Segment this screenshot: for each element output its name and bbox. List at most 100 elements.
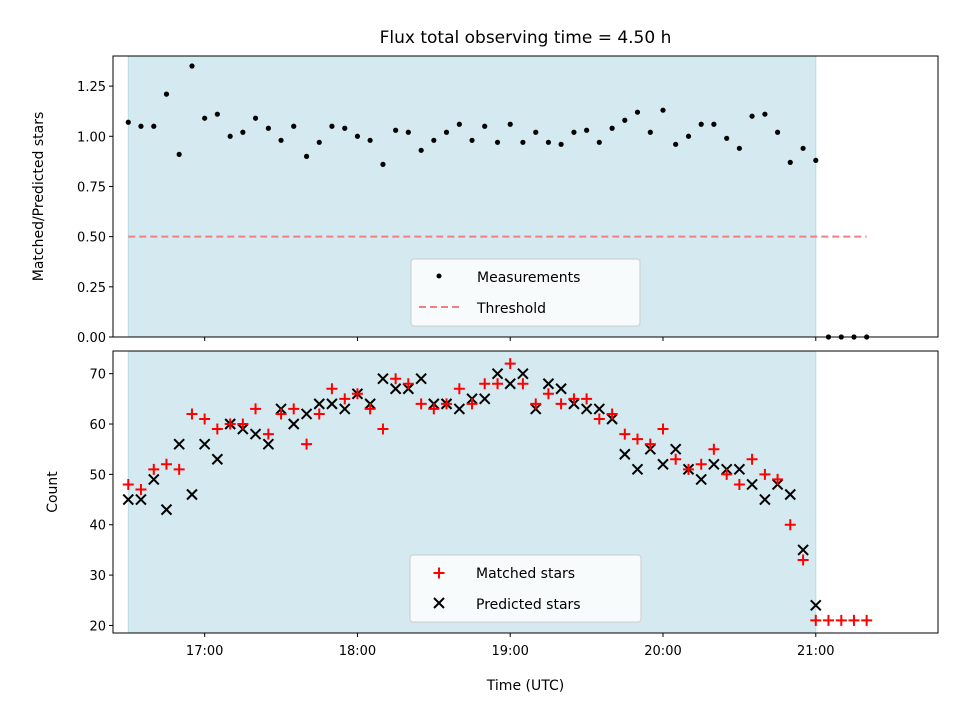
- measurement-point: [622, 117, 628, 123]
- measurement-point: [545, 139, 552, 145]
- measurement-point: [367, 137, 373, 143]
- measurement-point: [380, 161, 386, 167]
- measurement-point: [303, 153, 310, 159]
- matched-star-point: [606, 408, 618, 420]
- predicted-star-point: [300, 408, 313, 420]
- legend-plus-glyph: [433, 567, 445, 579]
- predicted-star-point: [122, 493, 134, 506]
- legend-x-glyph: [433, 597, 445, 609]
- matched-star-point: [822, 614, 834, 626]
- matched-star-point: [721, 468, 733, 480]
- measurement-point: [176, 151, 182, 157]
- bottom-y-ticks: 20 30 40 50 60 70: [89, 368, 113, 634]
- predicted-star-point: [288, 418, 300, 430]
- matched-star-point: [759, 468, 771, 480]
- measurement-point: [634, 109, 641, 115]
- matched-star-point: [568, 393, 580, 405]
- measurement-point: [265, 125, 271, 131]
- top-axes-frame: [112, 55, 939, 338]
- matched-star-point: [784, 519, 796, 531]
- measurement-point: [418, 147, 424, 153]
- chart-title: Flux total observing time = 4.50 h: [380, 28, 672, 48]
- bottom-panel: 20 30 40 50 60 70 17:00 18:00 19:00 20:00 21:00 T…: [45, 350, 939, 694]
- predicted-star-point: [491, 367, 504, 380]
- matched-star-point: [631, 433, 643, 445]
- measurement-point: [393, 127, 399, 133]
- measurement-point: [800, 145, 806, 151]
- predicted-star-point: [135, 493, 147, 506]
- matched-star-point: [644, 438, 656, 450]
- y-tick-label: 40: [89, 519, 106, 534]
- matched-star-point: [122, 478, 134, 490]
- predicted-star-point: [657, 458, 669, 471]
- bottom-x-ticks: 17:00 18:00 19:00 20:00 21:00: [186, 633, 835, 659]
- matched-star-point: [657, 423, 669, 435]
- measurement-point: [596, 139, 602, 145]
- measurement-point: [698, 121, 704, 127]
- predicted-star-point: [479, 393, 491, 405]
- predicted-star-point: [453, 403, 466, 415]
- matched-star-point: [670, 453, 682, 465]
- matched-star-point: [593, 413, 605, 425]
- y-tick-label: 50: [89, 468, 106, 483]
- measurement-point: [240, 129, 246, 135]
- measurement-point: [749, 113, 755, 119]
- predicted-star-point: [517, 367, 529, 380]
- matched-star-point: [504, 358, 516, 370]
- measurement-point: [571, 129, 577, 135]
- y-tick-label: 30: [89, 569, 106, 584]
- predicted-star-point: [695, 473, 707, 486]
- measurement-point: [507, 121, 513, 127]
- measurement-point: [316, 139, 322, 145]
- bottom-legend-box: [409, 554, 642, 623]
- matched-star-point: [351, 388, 363, 400]
- predicted-star-point: [198, 438, 211, 450]
- measurement-point: [456, 121, 462, 127]
- matched-star-point: [492, 378, 504, 390]
- y-tick-label: 0.00: [77, 331, 106, 346]
- measurement-point: [673, 141, 679, 147]
- legend-matched-marker: [433, 567, 445, 579]
- measurement-point: [202, 115, 208, 121]
- predicted-star-point: [593, 403, 605, 415]
- matched-star-point: [326, 383, 338, 395]
- matched-star-point: [377, 423, 389, 435]
- top-y-axis-label: Matched/Predicted stars: [31, 112, 47, 282]
- matched-star-point: [517, 378, 529, 390]
- measurement-point: [252, 115, 259, 121]
- predicted-star-point: [249, 428, 262, 440]
- legend-matched-label: Matched stars: [476, 566, 575, 582]
- legend-threshold-label: Threshold: [476, 301, 546, 317]
- matched-star-point: [224, 418, 236, 430]
- predicted-star-point: [148, 473, 160, 486]
- predicted-star-point: [186, 488, 198, 501]
- measurement-point: [647, 129, 653, 135]
- matched-star-point: [148, 463, 160, 475]
- x-tick-label: 19:00: [491, 644, 528, 659]
- measurement-point: [469, 137, 475, 143]
- matched-star-point: [199, 413, 211, 425]
- y-tick-label: 20: [89, 619, 106, 634]
- measurement-point: [431, 137, 437, 143]
- y-tick-label: 1.25: [77, 80, 106, 95]
- matched-star-point: [746, 453, 758, 465]
- legend-predicted-marker: [433, 597, 445, 609]
- measurement-point: [558, 141, 564, 147]
- legend-measurements-label: Measurements: [477, 270, 580, 286]
- x-axis-label: Time (UTC): [486, 678, 564, 694]
- predicted-star-point: [631, 463, 644, 476]
- matched-star-point: [530, 398, 542, 410]
- matched-star-point: [453, 383, 465, 395]
- measurement-point: [214, 111, 220, 117]
- matched-star-point: [186, 408, 198, 420]
- predicted-star-point: [377, 372, 389, 385]
- predicted-star-point: [173, 438, 185, 450]
- measurement-point: [685, 133, 692, 139]
- matched-star-point: [542, 388, 554, 400]
- matched-star-point: [835, 614, 847, 626]
- matched-star-point: [211, 423, 223, 435]
- predicted-star-point: [619, 448, 631, 460]
- legend-predicted-label: Predicted stars: [476, 597, 581, 613]
- predicted-star-point: [542, 378, 555, 390]
- measurement-point: [609, 125, 615, 131]
